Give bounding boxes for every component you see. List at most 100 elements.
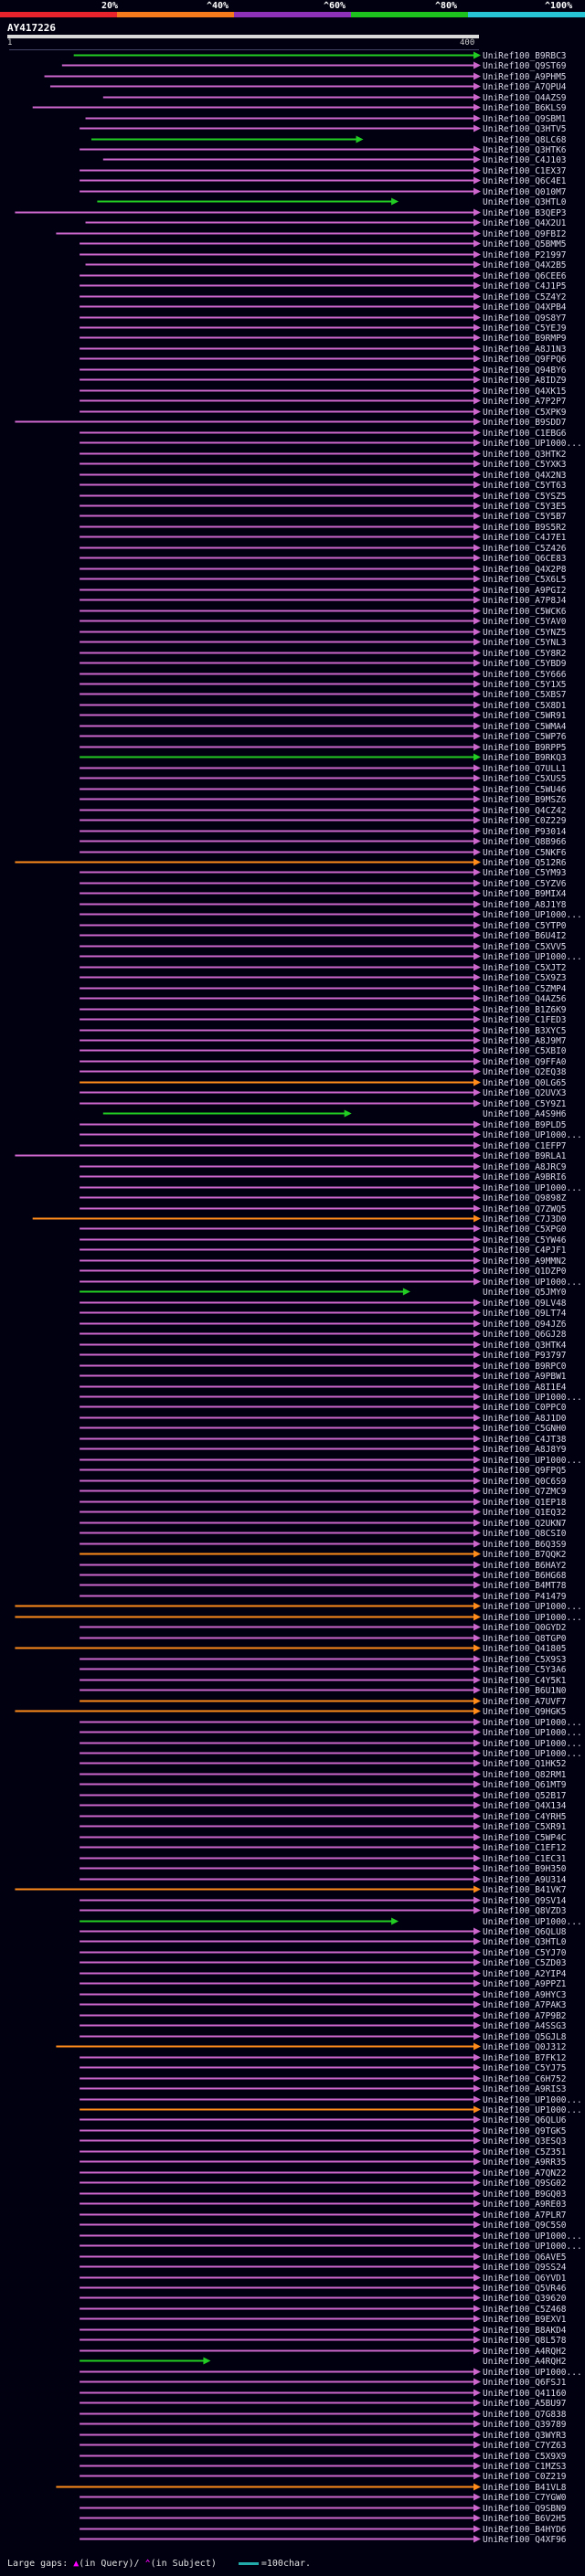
hit-label[interactable]: UniRef100_P93014 <box>483 827 567 837</box>
hit-row[interactable]: UniRef100_B7FK12 <box>80 2053 567 2063</box>
hit-label[interactable]: UniRef100_Q8L578 <box>483 2336 567 2346</box>
hit-row[interactable]: UniRef100_UP1000... <box>80 1749 582 1759</box>
hit-label[interactable]: UniRef100_P41479 <box>483 1592 567 1602</box>
hit-row[interactable]: UniRef100_Q2UKN7 <box>80 1519 567 1529</box>
hit-row[interactable]: UniRef100_B9RLA1 <box>15 1151 567 1161</box>
hit-row[interactable]: UniRef100_Q9SV14 <box>80 1896 567 1906</box>
hit-label[interactable]: UniRef100_B9RPC0 <box>483 1362 567 1372</box>
hit-label[interactable]: UniRef100_Q82RM1 <box>483 1770 567 1780</box>
hit-row[interactable]: UniRef100_C5XPK9 <box>80 408 567 418</box>
hit-row[interactable]: UniRef100_B6Q3S9 <box>80 1540 567 1550</box>
hit-label[interactable]: UniRef100_B41VL8 <box>483 2483 567 2493</box>
hit-row[interactable]: UniRef100_Q9FPQ6 <box>80 355 567 365</box>
hit-label[interactable]: UniRef100_Q52B17 <box>483 1791 567 1801</box>
hit-label[interactable]: UniRef100_Q6AVE5 <box>483 2253 567 2263</box>
hit-row[interactable]: UniRef100_Q41805 <box>15 1644 567 1654</box>
hit-row[interactable]: UniRef100_Q7ZMC9 <box>80 1487 567 1497</box>
hit-label[interactable]: UniRef100_Q9SV14 <box>483 1896 567 1906</box>
hit-row[interactable]: UniRef100_A8J8Y9 <box>80 1445 567 1455</box>
hit-row[interactable]: UniRef100_B4HYD6 <box>80 2525 567 2535</box>
hit-label[interactable]: UniRef100_B9RPP5 <box>483 743 567 753</box>
hit-row[interactable]: UniRef100_Q3ESQ3 <box>80 2136 567 2147</box>
hit-row[interactable]: UniRef100_Q9TGK5 <box>80 2126 567 2136</box>
hit-label[interactable]: UniRef100_C5X9S3 <box>483 1655 567 1665</box>
hit-label[interactable]: UniRef100_B7FK12 <box>483 2053 567 2063</box>
hit-row[interactable]: UniRef100_Q3HTL0 <box>97 197 567 207</box>
hit-label[interactable]: UniRef100_C5YT63 <box>483 481 567 491</box>
hit-label[interactable]: UniRef100_C7J3D0 <box>483 1214 567 1224</box>
hit-row[interactable]: UniRef100_C4PJF1 <box>80 1246 567 1256</box>
hit-row[interactable]: UniRef100_UP1000... <box>15 1602 582 1612</box>
hit-row[interactable]: UniRef100_C5Z4Y2 <box>80 292 567 302</box>
hit-label[interactable]: UniRef100_Q8LC68 <box>483 135 567 145</box>
hit-row[interactable]: UniRef100_C1EF12 <box>80 1843 567 1853</box>
hit-row[interactable]: UniRef100_B6HG68 <box>80 1571 567 1581</box>
hit-label[interactable]: UniRef100_A4RQH2 <box>483 2347 567 2357</box>
hit-row[interactable]: UniRef100_A8J9M7 <box>80 1036 567 1046</box>
hit-row[interactable]: UniRef100_P21997 <box>80 250 567 260</box>
hit-row[interactable]: UniRef100_A8J1D0 <box>80 1414 567 1424</box>
hit-row[interactable]: UniRef100_Q61MT9 <box>80 1780 567 1790</box>
hit-label[interactable]: UniRef100_C4PJF1 <box>483 1246 567 1256</box>
hit-row[interactable]: UniRef100_A2YIP4 <box>80 1969 567 1979</box>
hit-label[interactable]: UniRef100_C1EC31 <box>483 1854 567 1864</box>
hit-row[interactable]: UniRef100_C4J103 <box>102 155 567 165</box>
hit-row[interactable]: UniRef100_Q94JZ6 <box>80 1320 567 1330</box>
hit-label[interactable]: UniRef100_UP1000... <box>483 952 582 962</box>
hit-row[interactable]: UniRef100_C5WP4C <box>80 1833 567 1843</box>
hit-row[interactable]: UniRef100_Q4AZ56 <box>80 994 567 1004</box>
hit-label[interactable]: UniRef100_Q9SBN9 <box>483 2504 567 2514</box>
hit-row[interactable]: UniRef100_B9RPC0 <box>80 1362 567 1372</box>
hit-row[interactable]: UniRef100_B3XYC5 <box>80 1026 567 1036</box>
hit-label[interactable]: UniRef100_C5WP76 <box>483 732 567 742</box>
hit-label[interactable]: UniRef100_Q8TGP0 <box>483 1634 567 1644</box>
hit-row[interactable]: UniRef100_C5YEJ9 <box>80 323 567 334</box>
hit-label[interactable]: UniRef100_C5Y3E5 <box>483 502 567 512</box>
hit-label[interactable]: UniRef100_B6Q3S9 <box>483 1540 567 1550</box>
hit-label[interactable]: UniRef100_Q9FPQ6 <box>483 355 567 365</box>
hit-row[interactable]: UniRef100_B6V2H5 <box>80 2514 567 2524</box>
hit-row[interactable]: UniRef100_A7P9B2 <box>80 2011 567 2021</box>
hit-row[interactable]: UniRef100_Q8CSI0 <box>80 1529 567 1539</box>
hit-row[interactable]: UniRef100_UP1000... <box>80 952 582 962</box>
hit-row[interactable]: UniRef100_C5X8D1 <box>80 701 567 711</box>
hit-label[interactable]: UniRef100_Q2EQ38 <box>483 1067 567 1077</box>
hit-label[interactable]: UniRef100_Q4AZ56 <box>483 994 567 1004</box>
hit-row[interactable]: UniRef100_Q1EP18 <box>80 1498 567 1508</box>
hit-label[interactable]: UniRef100_Q512R6 <box>483 858 567 868</box>
hit-label[interactable]: UniRef100_C5YZV6 <box>483 879 567 889</box>
hit-label[interactable]: UniRef100_B6V2H5 <box>483 2514 567 2524</box>
hit-label[interactable]: UniRef100_B9RMP9 <box>483 334 567 344</box>
hit-label[interactable]: UniRef100_C5YEJ9 <box>483 323 567 334</box>
hit-row[interactable]: UniRef100_C7YZ63 <box>80 2441 567 2451</box>
hit-label[interactable]: UniRef100_C5YSZ5 <box>483 492 567 502</box>
hit-label[interactable]: UniRef100_Q7ZMC9 <box>483 1487 567 1497</box>
hit-label[interactable]: UniRef100_A4RQH2 <box>483 2357 567 2367</box>
hit-row[interactable]: UniRef100_B3QEP3 <box>15 208 567 218</box>
hit-row[interactable]: UniRef100_C5XR91 <box>80 1822 567 1832</box>
hit-row[interactable]: UniRef100_Q0GYD2 <box>80 1623 567 1633</box>
hit-row[interactable]: UniRef100_Q512R6 <box>15 858 567 868</box>
hit-label[interactable]: UniRef100_A9PGI2 <box>483 586 567 596</box>
hit-label[interactable]: UniRef100_C4Y5K1 <box>483 1676 567 1686</box>
hit-row[interactable]: UniRef100_UP1000... <box>80 1456 582 1466</box>
hit-label[interactable]: UniRef100_C5YBD9 <box>483 659 567 669</box>
hit-row[interactable]: UniRef100_A4RQH2 <box>80 2357 567 2367</box>
hit-row[interactable]: UniRef100_A8J1N3 <box>80 345 567 355</box>
hit-row[interactable]: UniRef100_A7PLR7 <box>80 2210 567 2221</box>
hit-label[interactable]: UniRef100_B9RKQ3 <box>483 753 567 763</box>
hit-label[interactable]: UniRef100_C5YNL3 <box>483 638 567 648</box>
hit-label[interactable]: UniRef100_A7P9B2 <box>483 2011 567 2021</box>
hit-label[interactable]: UniRef100_A4S9H6 <box>483 1109 567 1119</box>
hit-row[interactable]: UniRef100_Q6AVE5 <box>80 2253 567 2263</box>
hit-row[interactable]: UniRef100_Q6FSJ1 <box>80 2378 567 2388</box>
hit-label[interactable]: UniRef100_C5YXK3 <box>483 460 567 470</box>
hit-row[interactable]: UniRef100_Q7ULL1 <box>80 764 567 774</box>
hit-row[interactable]: UniRef100_C5YBD9 <box>80 659 567 669</box>
hit-label[interactable]: UniRef100_A8JRC9 <box>483 1162 567 1172</box>
hit-label[interactable]: UniRef100_Q010M7 <box>483 187 567 197</box>
hit-row[interactable]: UniRef100_Q0C6S9 <box>80 1477 567 1487</box>
hit-label[interactable]: UniRef100_A2YIP4 <box>483 1969 567 1979</box>
hit-row[interactable]: UniRef100_Q9HGK5 <box>15 1707 567 1717</box>
hit-row[interactable]: UniRef100_Q6QLU6 <box>80 2115 567 2125</box>
